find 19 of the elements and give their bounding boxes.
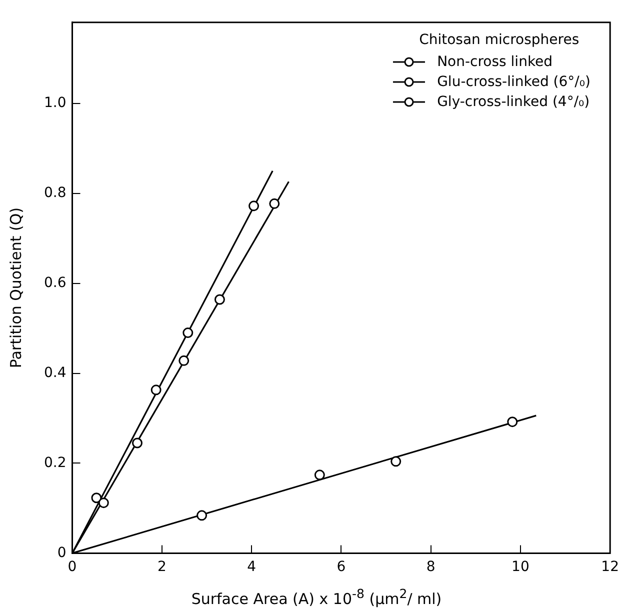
- x-axis-title: Surface Area (A) x 10$^{-8}$ (μm$^{2}$/ ml): [190, 586, 443, 608]
- y-tick-label: 0: [57, 544, 66, 561]
- y-axis-title: Partition Quotient (Q): [6, 207, 25, 368]
- x-tick-label: 6: [336, 559, 346, 576]
- y-tick-label: 0.6: [44, 274, 66, 291]
- x-tick-label: 0: [68, 559, 77, 576]
- legend-label: Non-cross linked: [437, 54, 553, 70]
- x-tick-label: 12: [601, 559, 620, 576]
- y-tick-label: 0.8: [44, 184, 66, 201]
- x-tick-label: 8: [426, 559, 436, 576]
- y-tick-label: 1.0: [44, 95, 66, 112]
- legend-label: Gly-cross-linked (4°/₀): [437, 94, 590, 110]
- x-tick-label: 2: [157, 559, 166, 576]
- legend-label: Glu-cross-linked (6°/₀): [437, 74, 590, 90]
- y-tick-label: 0.4: [44, 364, 66, 381]
- x-tick-label: 4: [247, 559, 256, 576]
- legend-title: Chitosan microspheres: [419, 32, 580, 48]
- x-tick-label: 10: [512, 559, 530, 576]
- y-tick-label: 0.2: [44, 454, 66, 471]
